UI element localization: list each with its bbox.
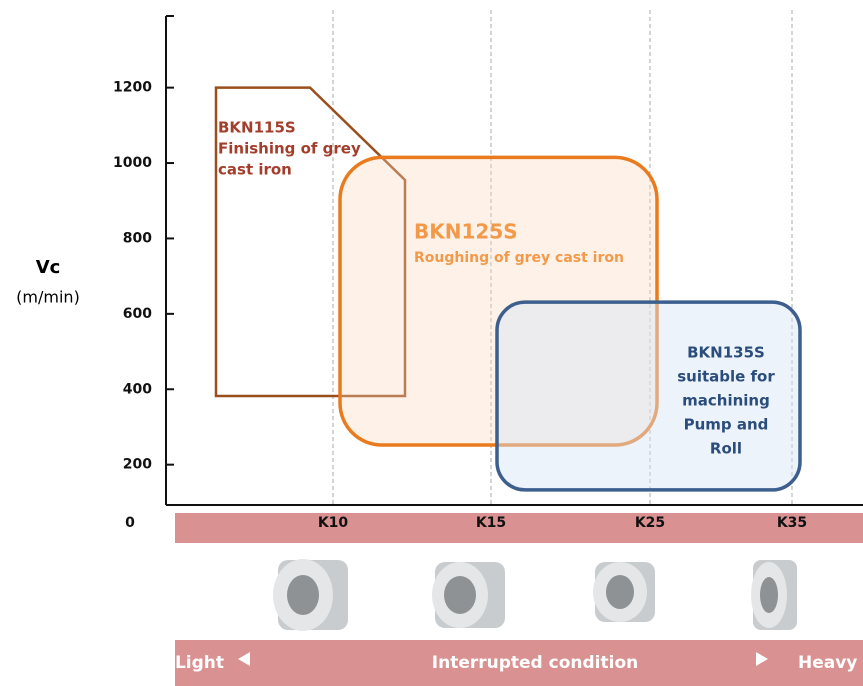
x-tick-label: K15 <box>476 515 506 531</box>
region-text: Finishing of grey <box>218 140 361 158</box>
region-text: Roll <box>710 440 742 458</box>
y-axis-unit: (m/min) <box>16 288 80 307</box>
category-band <box>175 513 863 543</box>
region-text: suitable for <box>677 368 775 386</box>
y-axis-label: Vc <box>36 257 61 278</box>
region-title: BKN125S <box>414 220 518 244</box>
condition-right: Heavy <box>798 653 857 673</box>
chart: Vc (m/min) 0 Light Interrupted condition… <box>0 0 863 686</box>
x-tick-label: K35 <box>777 515 807 531</box>
condition-left: Light <box>175 653 224 673</box>
origin-label: 0 <box>125 515 135 531</box>
region-title: BKN115S <box>218 119 296 137</box>
bushing-icons <box>273 559 797 631</box>
region-text: cast iron <box>218 161 292 179</box>
region-text: machining <box>682 392 770 410</box>
y-tick-label: 1000 <box>113 155 152 171</box>
y-tick-label: 200 <box>123 457 152 473</box>
region-text: Roughing of grey cast iron <box>414 250 624 266</box>
region-title: BKN135S <box>687 344 765 362</box>
y-tick-label: 800 <box>123 230 152 246</box>
y-tick-label: 1200 <box>113 80 152 96</box>
y-tick-label: 600 <box>123 306 152 322</box>
x-tick-label: K25 <box>635 515 665 531</box>
region-text: Pump and <box>684 416 769 434</box>
y-tick-label: 400 <box>123 381 152 397</box>
x-tick-label: K10 <box>318 515 349 531</box>
condition-middle: Interrupted condition <box>432 653 638 673</box>
